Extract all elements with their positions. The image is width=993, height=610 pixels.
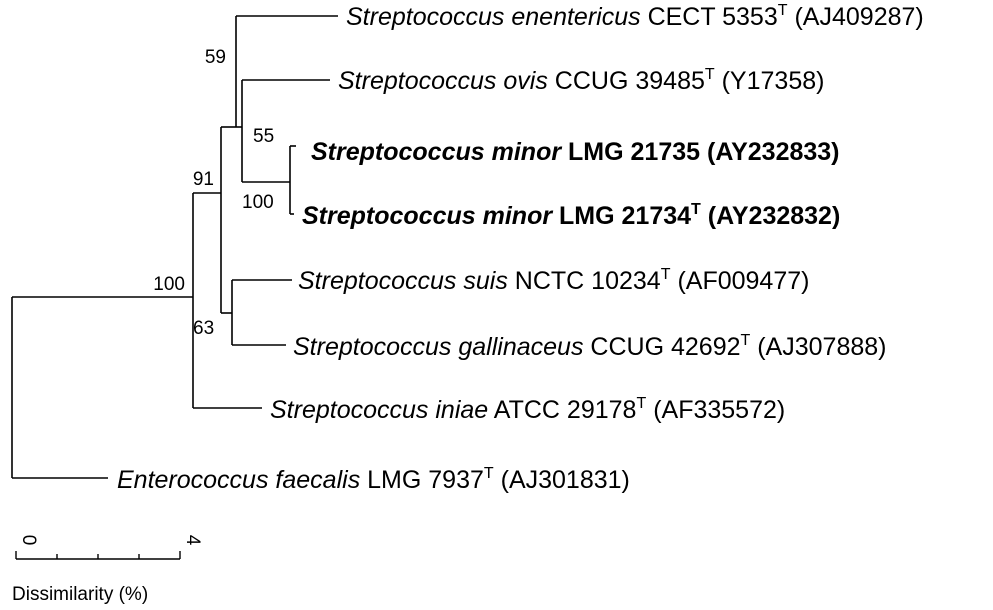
taxon-strain: LMG 21735 <box>568 138 700 166</box>
bootstrap-55: 55 <box>253 126 274 147</box>
type-strain-superscript: T <box>661 266 671 283</box>
taxon-space <box>750 333 757 361</box>
taxon-label-s-ovis: Streptococcus ovis CCUG 39485T (Y17358) <box>338 66 824 95</box>
type-strain-superscript: T <box>741 332 751 349</box>
taxon-genus: Streptococcus <box>302 202 476 230</box>
taxon-strain: CCUG 42692 <box>590 333 740 361</box>
taxon-species: minor <box>492 138 563 166</box>
scale-axis-label: Dissimilarity (%) <box>12 584 148 605</box>
taxon-space <box>548 67 555 95</box>
taxon-space <box>496 67 503 95</box>
taxon-space <box>670 267 677 295</box>
taxon-species: suis <box>463 267 507 295</box>
taxon-space <box>561 138 568 166</box>
taxon-genus: Streptococcus <box>270 396 428 424</box>
type-strain-superscript: T <box>705 66 715 83</box>
taxon-species: faecalis <box>275 466 360 494</box>
taxon-space <box>268 466 275 494</box>
taxon-space <box>641 3 648 31</box>
scale-label-max: 4 <box>182 535 203 546</box>
type-strain-superscript: T <box>484 465 494 482</box>
taxon-accession: (AY232833) <box>707 138 840 166</box>
taxon-space <box>646 396 653 424</box>
taxon-accession: (AF335572) <box>653 396 785 424</box>
taxon-genus: Streptococcus <box>338 67 496 95</box>
taxon-accession: (AJ301831) <box>501 466 630 494</box>
taxon-space <box>504 3 511 31</box>
taxon-genus: Enterococcus <box>117 466 268 494</box>
taxon-label-s-minor-21734: Streptococcus minor LMG 21734T (AY232832… <box>302 201 840 230</box>
taxon-accession: (AJ409287) <box>794 3 923 31</box>
scale-label-min: 0 <box>18 535 39 546</box>
taxon-space <box>360 466 367 494</box>
taxon-genus: Streptococcus <box>346 3 504 31</box>
taxon-species: gallinaceus <box>458 333 583 361</box>
bootstrap-59: 59 <box>205 47 226 68</box>
taxon-species: minor <box>483 202 554 230</box>
taxon-label-s-iniae: Streptococcus iniae ATCC 29178T (AF33557… <box>270 395 785 424</box>
taxon-species: ovis <box>503 67 547 95</box>
taxon-strain: CCUG 39485 <box>555 67 705 95</box>
taxon-strain: CECT 5353 <box>648 3 778 31</box>
taxon-space <box>508 267 515 295</box>
taxon-space <box>700 138 707 166</box>
taxon-space <box>476 202 483 230</box>
taxon-accession: (AY232832) <box>708 202 841 230</box>
taxon-space <box>583 333 590 361</box>
taxon-label-e-faecalis: Enterococcus faecalis LMG 7937T (AJ30183… <box>117 465 630 494</box>
taxon-accession: (AF009477) <box>677 267 809 295</box>
taxon-label-s-suis: Streptococcus suis NCTC 10234T (AF009477… <box>298 266 809 295</box>
type-strain-superscript: T <box>636 395 646 412</box>
taxon-strain: LMG 21734 <box>559 202 691 230</box>
taxon-label-s-entericus: Streptococcus enentericus CECT 5353T (AJ… <box>346 2 924 31</box>
bootstrap-100-root: 100 <box>153 274 185 295</box>
taxon-space <box>485 138 492 166</box>
taxon-space <box>456 267 463 295</box>
tree-branches <box>11 15 338 479</box>
taxon-genus: Streptococcus <box>298 267 456 295</box>
taxon-space <box>715 67 722 95</box>
scale-bar: 0 4 Dissimilarity (%) <box>12 535 203 605</box>
taxon-strain: LMG 7937 <box>367 466 484 494</box>
taxon-space <box>552 202 559 230</box>
taxon-species: iniae <box>435 396 488 424</box>
taxon-space <box>701 202 708 230</box>
taxon-space <box>428 396 435 424</box>
taxon-label-s-minor-21735: Streptococcus minor LMG 21735 (AY232833) <box>311 138 840 166</box>
taxon-space <box>451 333 458 361</box>
taxon-genus: Streptococcus <box>311 138 485 166</box>
taxon-space <box>494 466 501 494</box>
taxon-strain: NCTC 10234 <box>515 267 661 295</box>
taxon-strain: ATCC 29178 <box>494 396 637 424</box>
taxon-space <box>788 3 795 31</box>
type-strain-superscript: T <box>691 201 701 218</box>
taxon-genus: Streptococcus <box>293 333 451 361</box>
bootstrap-100-minor: 100 <box>242 192 274 213</box>
bootstrap-63: 63 <box>193 318 214 339</box>
taxon-label-s-gallinaceus: Streptococcus gallinaceus CCUG 42692T (A… <box>293 332 886 361</box>
taxon-labels: Streptococcus enentericus CECT 5353T (AJ… <box>117 2 924 494</box>
taxon-accession: (AJ307888) <box>757 333 886 361</box>
type-strain-superscript: T <box>778 2 788 19</box>
taxon-accession: (Y17358) <box>722 67 825 95</box>
scale-axis <box>15 551 181 560</box>
taxon-species: enentericus <box>511 3 640 31</box>
bootstrap-91: 91 <box>193 169 214 190</box>
